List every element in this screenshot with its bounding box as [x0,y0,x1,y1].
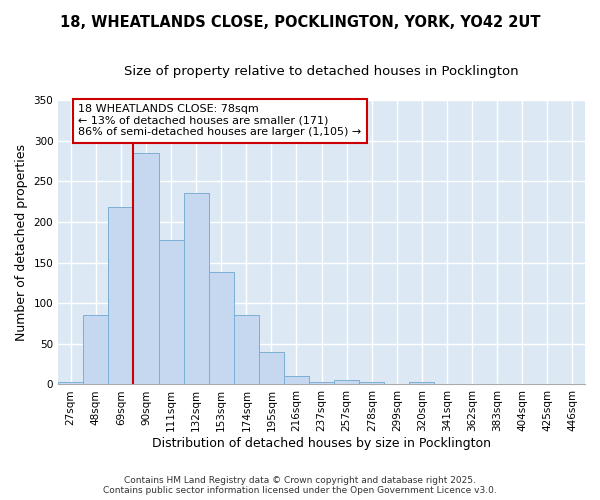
Bar [184,194,209,384]
Bar [133,153,158,384]
Title: Size of property relative to detached houses in Pocklington: Size of property relative to detached ho… [124,65,519,78]
Bar [334,380,359,384]
Bar [83,314,109,384]
Text: Contains HM Land Registry data © Crown copyright and database right 2025.
Contai: Contains HM Land Registry data © Crown c… [103,476,497,495]
Bar [109,208,133,384]
Bar [284,376,309,384]
Y-axis label: Number of detached properties: Number of detached properties [15,144,28,340]
Text: 18 WHEATLANDS CLOSE: 78sqm
← 13% of detached houses are smaller (171)
86% of sem: 18 WHEATLANDS CLOSE: 78sqm ← 13% of deta… [78,104,361,138]
X-axis label: Distribution of detached houses by size in Pocklington: Distribution of detached houses by size … [152,437,491,450]
Text: 18, WHEATLANDS CLOSE, POCKLINGTON, YORK, YO42 2UT: 18, WHEATLANDS CLOSE, POCKLINGTON, YORK,… [60,15,540,30]
Bar [234,314,259,384]
Bar [309,382,334,384]
Bar [209,272,234,384]
Bar [409,382,434,384]
Bar [259,352,284,384]
Bar [359,382,385,384]
Bar [58,382,83,384]
Bar [158,240,184,384]
